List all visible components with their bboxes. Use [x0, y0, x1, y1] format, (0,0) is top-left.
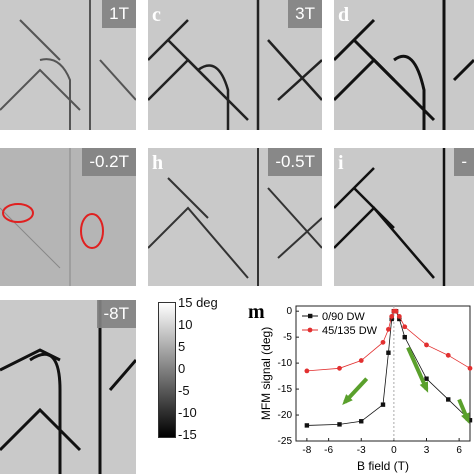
data-point — [389, 313, 395, 319]
field-label: -8T — [96, 300, 136, 328]
y-tick-label: -20 — [278, 410, 293, 421]
highlight-ellipse — [2, 203, 34, 223]
domain-wall-image — [148, 148, 322, 286]
field-label: - — [454, 148, 474, 176]
x-tick-label: -3 — [357, 445, 366, 456]
guide-arrow-head — [461, 412, 470, 424]
panel-letter: i — [338, 152, 344, 174]
data-point — [380, 402, 386, 407]
panel-letter: m — [248, 301, 265, 323]
y-axis-label: MFM signal (deg) — [259, 327, 273, 420]
mfm-panel-i: i - — [334, 148, 474, 286]
colorbar-tick: -10 — [178, 405, 197, 420]
colorbar-tick: 15 deg — [178, 295, 218, 310]
colorbar-tick: -15 — [178, 427, 197, 442]
data-point — [396, 313, 402, 319]
x-axis-label: B field (T) — [357, 459, 409, 473]
guide-arrow-head — [419, 381, 429, 393]
legend-marker — [308, 313, 313, 319]
x-tick-label: 3 — [424, 445, 430, 456]
x-tick-label: -8 — [302, 445, 311, 456]
mfm-panel-d: d — [334, 0, 474, 130]
data-point — [304, 368, 310, 374]
legend-label: 0/90 DW — [322, 311, 365, 323]
mfm-panel-h: h -0.5T — [148, 148, 322, 286]
legend-marker — [307, 327, 313, 333]
x-tick-label: 6 — [456, 445, 462, 456]
data-point — [389, 316, 394, 322]
highlight-ellipse — [80, 213, 104, 249]
data-point — [424, 376, 429, 381]
x-tick-label: -6 — [324, 445, 333, 456]
data-point — [424, 342, 429, 348]
data-point — [446, 397, 451, 402]
mfm-panel-l: -8T — [0, 300, 136, 474]
data-point — [337, 422, 342, 427]
field-label: -0.5T — [268, 148, 322, 176]
y-tick-label: -25 — [278, 436, 293, 447]
panel-letter: c — [152, 4, 161, 26]
data-point — [304, 423, 310, 428]
plot-frame — [295, 305, 471, 442]
domain-wall-image — [0, 148, 104, 286]
domain-wall-image — [334, 0, 474, 130]
colorbar-tick: 10 — [178, 317, 193, 332]
colorbar-tick: -5 — [178, 383, 190, 398]
data-point — [397, 316, 402, 322]
domain-wall-image — [0, 0, 136, 130]
data-point — [337, 365, 342, 371]
data-point — [445, 352, 451, 358]
domain-wall-image — [0, 300, 136, 474]
mfm-panel-c: c 3T — [148, 0, 322, 130]
data-point — [386, 326, 391, 332]
domain-wall-image — [148, 0, 322, 130]
data-point — [402, 334, 407, 340]
guide-arrow-head — [342, 394, 353, 405]
data-point — [358, 358, 364, 363]
data-point — [467, 418, 473, 423]
data-point — [467, 365, 473, 371]
field-label: -0.2T — [82, 148, 136, 176]
y-tick-label: -5 — [283, 332, 292, 343]
colorbar — [158, 302, 176, 438]
legend-label: 45/135 DW — [322, 325, 378, 337]
mfm-panel-g: -0.2T — [0, 148, 136, 286]
panel-letter: d — [338, 4, 350, 26]
colorbar-tick: 5 — [178, 339, 186, 354]
y-tick-label: 0 — [286, 306, 292, 317]
data-point — [393, 308, 399, 314]
colorbar-tick: 0 — [178, 361, 186, 376]
data-point — [359, 419, 364, 424]
data-point — [386, 350, 391, 355]
guide-arrow — [406, 346, 429, 390]
mfm-panel-b: 1T — [0, 0, 136, 130]
mfm-signal-chart: m -8 -6 -3 0 3 6 0 -5 -10 -15 -20 -25 B field (T) MFM… — [248, 301, 473, 473]
panel-letter: h — [152, 152, 164, 174]
data-point — [380, 339, 386, 345]
field-label: 3T — [288, 0, 322, 28]
y-tick-label: -10 — [278, 358, 293, 369]
domain-wall-image — [334, 148, 446, 286]
x-tick-label: 0 — [391, 445, 397, 456]
field-label: 1T — [102, 0, 136, 28]
data-point — [402, 324, 408, 330]
y-tick-label: -15 — [278, 384, 293, 395]
